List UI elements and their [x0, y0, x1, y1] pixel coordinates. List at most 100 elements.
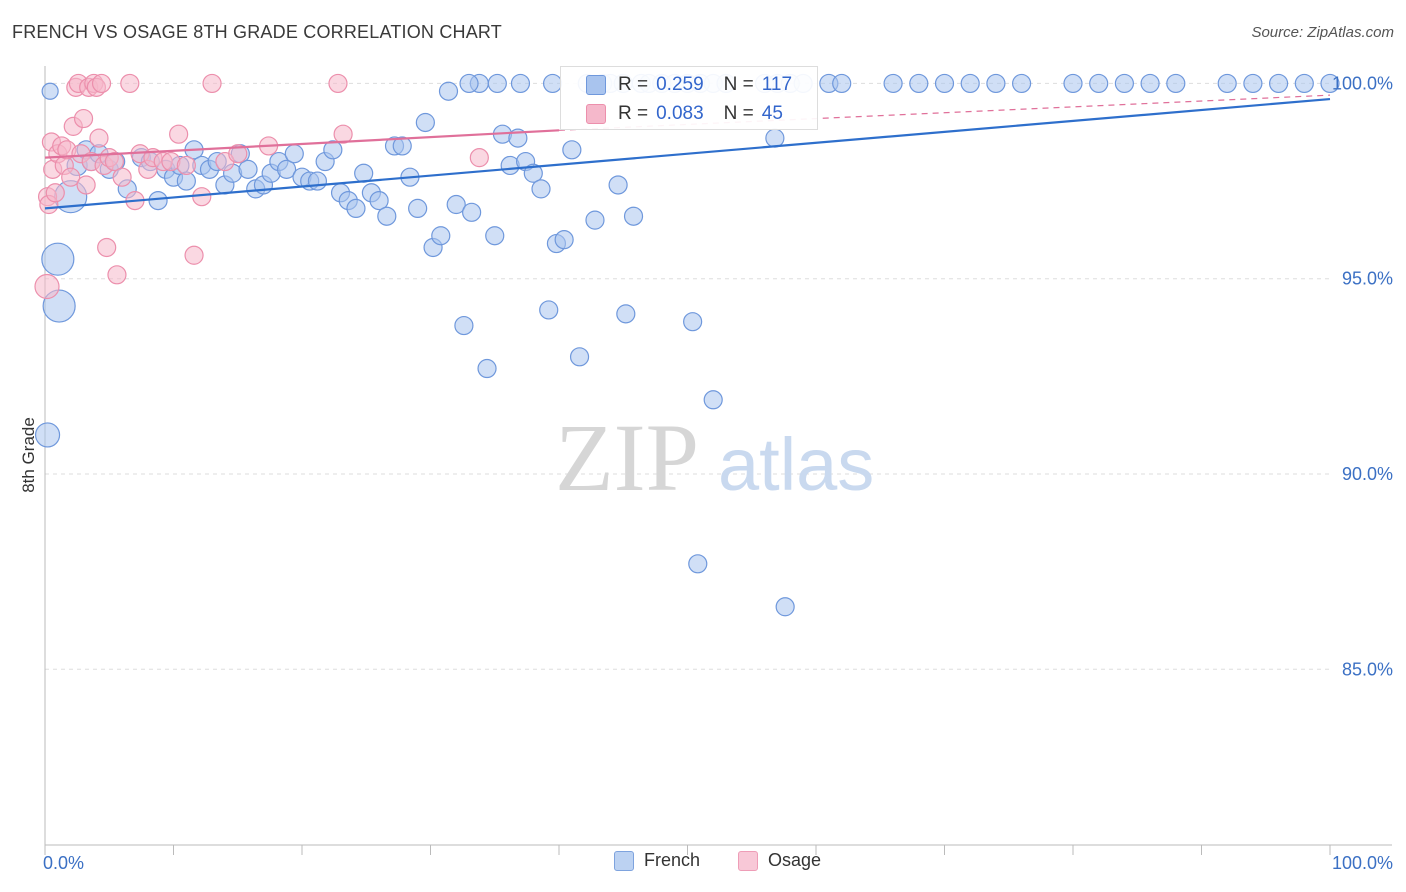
french-point — [1114, 73, 1135, 94]
french-point — [542, 73, 563, 94]
trendlines — [44, 94, 1331, 210]
french-point — [1268, 73, 1289, 94]
french-point — [960, 73, 980, 94]
osage-trendline-extension — [558, 94, 1331, 131]
french-point — [562, 140, 582, 160]
osage-point — [107, 265, 127, 285]
french-point — [454, 315, 474, 336]
osage-swatch — [586, 104, 606, 124]
osage-point — [97, 237, 117, 258]
watermark-zip: ZIP — [555, 404, 699, 511]
stats-row-osage: R = 0.083 N = 45 — [561, 100, 783, 128]
osage-point — [112, 167, 132, 187]
french-point — [438, 81, 459, 101]
y-tick-label: 100.0% — [1332, 73, 1393, 93]
legend-osage-label: Osage — [768, 850, 822, 870]
osage-n-label: N = — [723, 103, 754, 124]
legend-item-french[interactable]: French — [614, 850, 700, 871]
osage-point — [76, 175, 96, 195]
osage-point — [89, 128, 109, 148]
legend-french-swatch — [614, 850, 634, 871]
french-point — [510, 73, 531, 94]
french-point — [307, 171, 328, 191]
french-point — [408, 198, 428, 219]
osage-r-value: 0.083 — [656, 103, 704, 124]
french-point — [431, 226, 451, 246]
osage-point — [120, 73, 140, 94]
osage-trendline — [44, 129, 560, 159]
french-point — [775, 597, 795, 617]
french-point — [986, 73, 1006, 94]
french-point — [41, 242, 75, 276]
french-point — [369, 190, 389, 211]
french-point — [1166, 73, 1186, 94]
french-point — [487, 73, 507, 94]
french-point — [616, 304, 636, 324]
french-swatch — [586, 75, 606, 95]
osage-point — [73, 108, 94, 129]
french-point — [934, 73, 955, 94]
french-n-label: N = — [723, 74, 754, 95]
french-point — [909, 73, 929, 94]
osage-r-label: R = — [618, 103, 649, 124]
french-point — [446, 194, 466, 215]
osage-point — [104, 151, 124, 172]
french-point — [276, 159, 297, 179]
x-tick-label-max: 100.0% — [1332, 853, 1393, 873]
french-point — [346, 198, 366, 219]
osage-point — [169, 124, 189, 144]
french-point — [1294, 73, 1314, 94]
french-point — [539, 300, 559, 320]
osage-point — [328, 73, 348, 94]
source-label: Source: ZipAtlas.com — [1251, 24, 1394, 41]
french-point — [148, 190, 168, 211]
french-point — [703, 390, 723, 410]
stats-row-french: R = 0.259 N = 117 — [561, 71, 792, 99]
french-point — [1089, 73, 1109, 94]
osage-point — [202, 73, 222, 94]
french-point — [1011, 73, 1032, 94]
legend-item-osage[interactable]: Osage — [738, 850, 821, 871]
osage-point — [45, 183, 65, 203]
french-point — [392, 136, 412, 156]
french-point — [623, 206, 644, 226]
french-point — [41, 82, 59, 100]
french-point — [569, 347, 590, 367]
french-point — [765, 128, 785, 148]
french-r-label: R = — [618, 74, 649, 95]
french-point — [531, 179, 551, 199]
chart-title: FRENCH VS OSAGE 8TH GRADE CORRELATION CH… — [12, 22, 503, 42]
french-point — [34, 422, 61, 448]
french-point — [284, 144, 304, 164]
french-point — [683, 312, 703, 332]
osage-point — [228, 144, 248, 164]
french-point — [354, 163, 374, 183]
osage-point — [91, 73, 112, 94]
x-tick-label-min: 0.0% — [43, 853, 84, 873]
french-r-value: 0.259 — [656, 74, 704, 95]
french-point — [1140, 73, 1160, 94]
osage-point — [61, 167, 81, 187]
osage-point — [184, 245, 204, 265]
osage-point — [333, 124, 353, 144]
french-point — [377, 206, 397, 226]
legend-french-label: French — [644, 850, 701, 870]
bottom-legend: French Osage — [0, 850, 1406, 878]
watermark-atlas: atlas — [718, 423, 874, 506]
french-point — [415, 112, 435, 133]
french-point — [459, 73, 479, 94]
french-point — [608, 175, 628, 195]
legend-osage-swatch — [738, 850, 758, 871]
french-point — [238, 159, 258, 179]
french-point — [832, 73, 852, 94]
french-point — [585, 210, 605, 230]
stats-legend-box: R = 0.259 N = 117 R = 0.083 N = 45 — [560, 66, 818, 130]
osage-point — [176, 155, 196, 176]
osage-point — [469, 148, 489, 168]
osage-points — [34, 73, 489, 300]
french-point — [688, 554, 708, 574]
french-point — [462, 202, 482, 222]
osage-n-value: 45 — [761, 103, 783, 124]
french-n-value: 117 — [761, 74, 793, 95]
